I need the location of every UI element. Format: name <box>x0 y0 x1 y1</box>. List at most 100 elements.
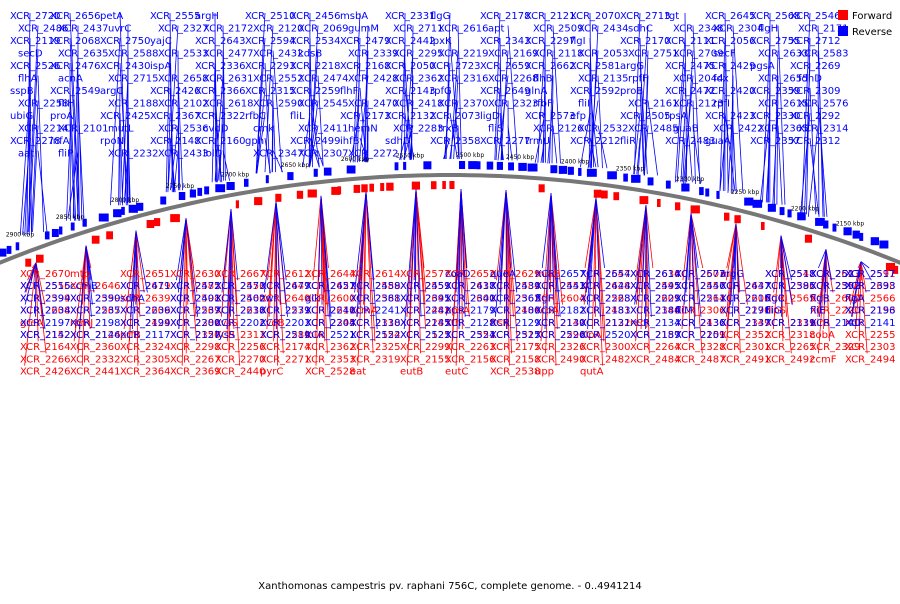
reverse-gene-label: XCR_2590 <box>253 99 304 110</box>
reverse-gene-label: XCR_2477 <box>203 49 254 60</box>
reverse-bottom-gene-label: XCR_2446 <box>675 281 726 292</box>
reverse-bottom-gene-label: XCR_2473 <box>215 281 266 292</box>
reverse-gene-label: msbA <box>340 11 368 22</box>
scale-tick-label: 2500 kbp <box>456 152 484 159</box>
reverse-gene-label: XCR_2126 <box>533 124 584 135</box>
reverse-gene-label: XCR_2711 <box>393 24 444 35</box>
reverse-gene-arrow <box>699 187 704 195</box>
reverse-bottom-gene-label: XCR_2457 <box>305 281 356 292</box>
reverse-bottom-gene-label: flgF <box>535 293 554 304</box>
reverse-gene-arrow <box>780 207 785 215</box>
reverse-gene-arrow <box>716 191 719 199</box>
reverse-gene-label: XCR_2170 <box>620 36 671 47</box>
scale-tick-label: 2250 kbp <box>731 189 759 196</box>
reverse-gene-arrow <box>314 169 318 177</box>
reverse-connector <box>273 101 276 173</box>
forward-gene-label: XCR_2614 <box>350 269 401 280</box>
forward-gene-arrow <box>275 194 281 202</box>
reverse-gene-label: XCR_2148 <box>150 136 201 147</box>
reverse-gene-label: XCR_2339 <box>348 49 399 60</box>
forward-gene-arrow <box>369 184 374 192</box>
reverse-gene-arrow <box>136 203 143 211</box>
forward-gene-arrow <box>386 183 393 191</box>
reverse-bottom-gene-label: XCR_2191 <box>720 306 771 317</box>
reverse-gene-label: XCR_2314 <box>798 124 849 135</box>
reverse-gene-label: XCR_2429 <box>705 61 756 72</box>
reverse-gene-label: sdhD <box>385 136 411 147</box>
reverse-gene-arrow <box>190 190 196 198</box>
reverse-gene-label: pgsA <box>750 61 775 72</box>
reverse-gene-label: sspB <box>10 86 34 97</box>
reverse-gene-arrow <box>528 164 538 172</box>
reverse-gene-label: XCR_2428 <box>348 74 399 85</box>
reverse-gene-label: rfbC <box>245 111 266 122</box>
genome-caption: Xanthomonas campestris pv. raphani 756C,… <box>258 581 641 592</box>
reverse-gene-label: XCR_2534 <box>290 36 341 47</box>
reverse-gene-label: XCR_2315 <box>245 86 296 97</box>
reverse-gene-label: XCR_2658 <box>158 74 209 85</box>
scale-tick-label: 2150 kbp <box>836 221 864 228</box>
reverse-gene-label: XCR_2485 <box>628 124 679 135</box>
forward-gene-label: pyrC <box>260 367 283 378</box>
reverse-gene-arrow <box>666 181 671 189</box>
reverse-gene-label: fliS <box>488 124 503 135</box>
reverse-gene-arrow <box>287 172 293 180</box>
forward-gene-arrow <box>412 182 420 190</box>
reverse-gene-label: XCR_2101 <box>58 124 109 135</box>
reverse-gene-label: XCR_2169 <box>488 49 539 60</box>
forward-gene-label: XCR_2298 <box>170 342 221 353</box>
reverse-gene-label: XCR_2411 <box>298 124 349 135</box>
reverse-gene-label: argG <box>620 61 644 72</box>
forward-gene-label: XCR_2482 <box>580 354 631 365</box>
reverse-gene-label: XCR_2121 <box>525 11 576 22</box>
forward-gene-arrow <box>254 197 262 205</box>
reverse-gene-label: trxB <box>438 124 459 135</box>
forward-gene-arrow <box>147 220 155 228</box>
reverse-gene-arrow <box>477 161 481 169</box>
reverse-gene-label: XCR_2259 <box>290 86 341 97</box>
forward-gene-label: XCR_2155 <box>400 354 451 365</box>
reverse-gene-label: XCR_2712 <box>790 36 841 47</box>
reverse-gene-label: XCR_2476 <box>50 61 101 72</box>
reverse-bottom-gene-label: ccmB <box>70 281 98 292</box>
reverse-gene-label: XCR_2422 <box>713 124 764 135</box>
reverse-gene-label: XCR_2295 <box>393 49 444 60</box>
reverse-gene-label: XCR_2616 <box>438 24 489 35</box>
forward-gene-label: XCR_2651 <box>120 269 171 280</box>
forward-gene-label: XCR_2264 <box>630 342 681 353</box>
forward-gene-label: eat <box>350 367 366 378</box>
reverse-gene-label: gumM <box>348 24 379 35</box>
reverse-gene-label: XCR_2662 <box>525 61 576 72</box>
reverse-connector <box>733 126 736 193</box>
reverse-bottom-gene-label: XCR_2142 <box>20 330 71 341</box>
reverse-gene-label: XCR_2750 <box>100 36 151 47</box>
reverse-gene-label: XCR_2418 <box>393 99 444 110</box>
reverse-gene-label: XCR_2533 <box>158 49 209 60</box>
reverse-gene-label: XCR_2347 <box>253 149 304 160</box>
forward-gene-label: XCR_2487 <box>675 354 726 365</box>
reverse-gene-arrow <box>497 162 503 170</box>
reverse-gene-arrow <box>578 168 581 176</box>
reverse-gene-label: XCR_2430 <box>100 61 151 72</box>
reverse-gene-arrow <box>559 166 567 174</box>
reverse-gene-label: flgI <box>570 36 586 47</box>
reverse-gene-label: XCR_2552 <box>253 74 304 85</box>
reverse-bottom-gene-label: XCR_2196 <box>845 306 896 317</box>
reverse-gene-arrow <box>518 163 527 171</box>
reverse-gene-arrow <box>768 204 776 212</box>
reverse-gene-label: XCR_2120 <box>253 24 304 35</box>
reverse-bottom-gene-label: XCR_2229 <box>630 293 681 304</box>
forward-gene-label: XCR_2325 <box>350 342 401 353</box>
forward-gene-label: XCR_2303 <box>845 342 896 353</box>
reverse-bottom-gene-label: XCR_2128 <box>445 318 496 329</box>
reverse-bottom-gene-label: XCR_2141 <box>845 318 896 329</box>
forward-gene-label: XCR_2300 <box>580 342 631 353</box>
reverse-bottom-gene-label: XCR_2472 <box>170 281 221 292</box>
reverse-gene-label: XCR_2309 <box>790 86 841 97</box>
forward-gene-label: XCR_2670 <box>20 269 71 280</box>
reverse-bottom-gene-label: XCR_2388 <box>350 293 401 304</box>
reverse-gene-label: apt <box>488 24 504 35</box>
reverse-gene-label: XCR_2268 <box>488 74 539 85</box>
reverse-gene-label: XCR_2160 <box>195 136 246 147</box>
reverse-bottom-gene-label: XCR_2146 <box>70 330 121 341</box>
